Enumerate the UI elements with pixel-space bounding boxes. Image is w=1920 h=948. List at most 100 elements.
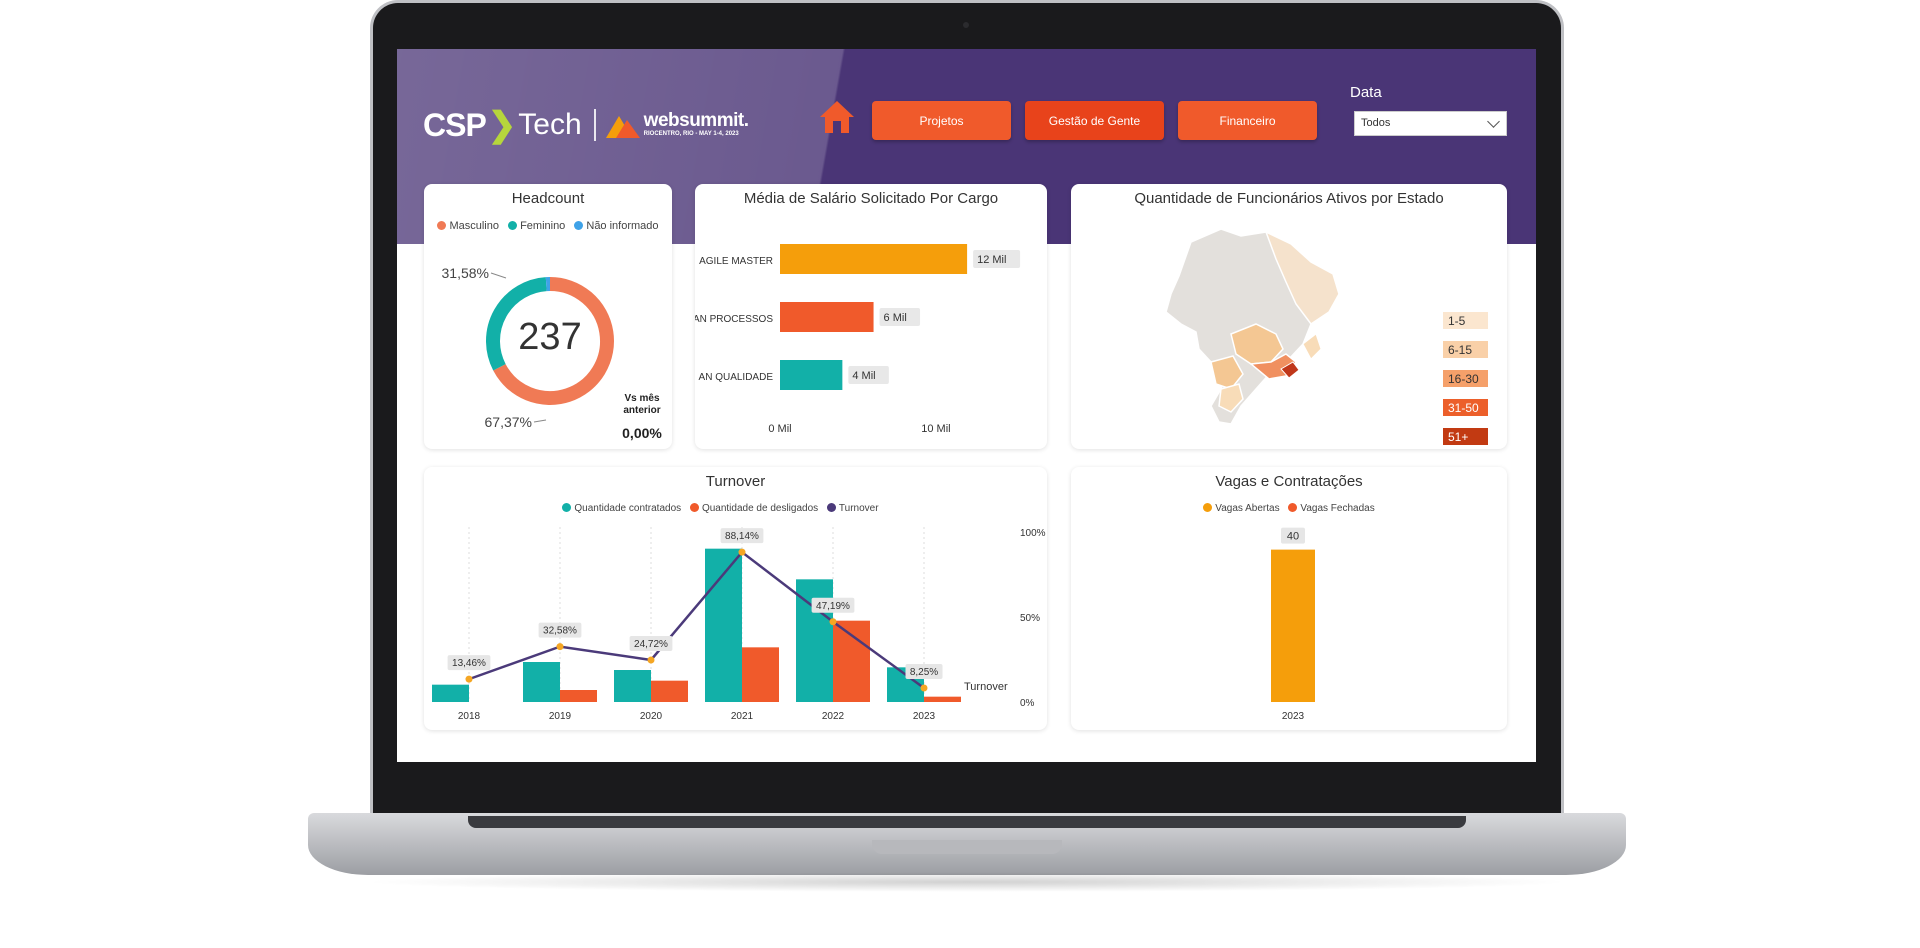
turnover-label-bg — [905, 663, 943, 679]
salario-bar[interactable] — [780, 360, 843, 390]
bar-vagas-abertas[interactable] — [1271, 549, 1315, 702]
turnover-point[interactable] — [829, 618, 837, 626]
bar-desligados[interactable] — [833, 620, 870, 702]
home-icon[interactable] — [820, 99, 854, 135]
vagas-card: Vagas e Contratações Vagas Abertas Vagas… — [1071, 467, 1507, 730]
bar-contratados[interactable] — [614, 670, 651, 702]
turnover-legend: Quantidade contratados Quantidade de des… — [424, 503, 1047, 514]
turnover-y2-tick: 100% — [1020, 528, 1046, 539]
logo-chevron-icon: ❯ — [487, 106, 517, 144]
map-legend-label: 16-30 — [1448, 372, 1479, 386]
salario-category-label: AN PROCESSOS — [695, 314, 773, 325]
turnover-x-tick: 2020 — [640, 711, 663, 722]
turnover-card: Turnover Quantidade contratados Quantida… — [424, 467, 1047, 730]
map-legend-swatch — [1443, 399, 1488, 416]
turnover-point[interactable] — [738, 548, 746, 556]
salario-x-tick: 10 Mil — [921, 423, 950, 435]
turnover-x-tick: 2021 — [731, 711, 754, 722]
salario-category-label: AN QUALIDADE — [699, 372, 774, 383]
turnover-x-tick: 2023 — [913, 711, 936, 722]
laptop-shadow — [360, 872, 1574, 892]
dashboard-screen: CSP ❯ Tech websummit. RIOCENTRO, RIO - M… — [397, 49, 1536, 762]
turnover-x-tick: 2022 — [822, 711, 845, 722]
headcount-legend: Masculino Feminino Não informado — [424, 220, 672, 232]
legend-dot — [562, 503, 572, 512]
map-legend-swatch — [1443, 428, 1488, 445]
filter-data-dropdown[interactable]: Todos — [1354, 111, 1507, 136]
laptop-notch — [872, 840, 1062, 854]
legend-item-vagas-abertas: Vagas Abertas — [1203, 503, 1280, 514]
turnover-label-bg — [447, 655, 491, 671]
legend-item-desligados: Quantidade de desligados — [689, 503, 818, 514]
salario-data-label: 12 Mil — [977, 254, 1006, 266]
bar-desligados[interactable] — [651, 680, 688, 702]
donut-slice-feminino[interactable] — [486, 277, 547, 371]
salario-title: Média de Salário Solicitado Por Cargo — [743, 190, 999, 207]
turnover-x-tick: 2018 — [458, 711, 481, 722]
mapa-card: Quantidade de Funcionários Ativos por Es… — [1071, 184, 1507, 449]
bar-contratados[interactable] — [705, 548, 742, 702]
salario-bar[interactable] — [780, 244, 968, 274]
vs-label-line2: anterior — [623, 405, 660, 416]
turnover-y2-tick: 50% — [1020, 613, 1040, 624]
bar-desligados[interactable] — [924, 696, 961, 702]
vagas-legend: Vagas Abertas Vagas Fechadas — [1071, 503, 1507, 514]
map-legend-label: 51+ — [1448, 430, 1468, 444]
map-legend-swatch — [1443, 312, 1488, 329]
turnover-point[interactable] — [647, 656, 655, 664]
bar-desligados[interactable] — [742, 647, 779, 702]
legend-dot — [574, 221, 584, 230]
turnover-data-label: 88,14% — [725, 531, 759, 542]
headcount-card: Headcount Masculino Feminino Não informa… — [424, 184, 672, 449]
vagas-title: Vagas e Contratações — [1215, 473, 1363, 490]
turnover-point[interactable] — [465, 675, 473, 683]
turnover-data-label: 24,72% — [634, 639, 668, 650]
legend-dot — [826, 503, 836, 512]
legend-dot — [508, 221, 518, 230]
turnover-axis-label: Turnover — [964, 681, 1008, 693]
logo-websummit: websummit. — [643, 110, 749, 131]
salario-data-label: 6 Mil — [884, 312, 907, 324]
turnover-line — [468, 550, 925, 689]
filter-data-label: Data — [1350, 84, 1382, 101]
salario-card: Média de Salário Solicitado Por Cargo AG… — [695, 184, 1047, 449]
vagas-bar-chart: 40 2023 — [1271, 527, 1315, 722]
legend-dot — [1203, 503, 1213, 512]
salario-category-label: AGILE MASTER — [699, 256, 773, 267]
turnover-data-label: 47,19% — [816, 601, 850, 612]
camera — [963, 22, 969, 28]
headcount-pct-top: 31,58% — [442, 265, 489, 281]
donut-slice-masculino[interactable] — [493, 277, 614, 405]
legend-item-turnover: Turnover — [826, 503, 879, 514]
logo-csp: CSP — [423, 106, 487, 143]
legend-dot — [437, 221, 447, 230]
turnover-point[interactable] — [556, 643, 564, 651]
nav-gestao-de-gente-button[interactable]: Gestão de Gente — [1025, 101, 1164, 140]
turnover-point[interactable] — [920, 684, 928, 692]
legend-dot — [689, 503, 699, 512]
headcount-total: 237 — [518, 316, 581, 358]
salario-x-tick: 0 Mil — [768, 423, 791, 435]
leader-line — [490, 272, 507, 279]
vagas-label-bg — [1281, 527, 1305, 544]
legend-dot — [1288, 503, 1298, 512]
turnover-label-bg — [629, 635, 673, 651]
turnover-x-tick: 2019 — [549, 711, 572, 722]
legend-item-vagas-fechadas: Vagas Fechadas — [1288, 503, 1375, 514]
nav-financeiro-button[interactable]: Financeiro — [1178, 101, 1317, 140]
headcount-donut-chart: 237 31,58% 67,37% Vs mês anterior 0,00% — [442, 265, 663, 441]
turnover-label-bg — [720, 528, 764, 544]
logo-divider — [593, 109, 596, 141]
keyboard-strip — [468, 816, 1466, 828]
nav-projetos-button[interactable]: Projetos — [872, 101, 1011, 140]
legend-item-masculino: Masculino — [437, 220, 499, 232]
bar-desligados[interactable] — [560, 690, 597, 702]
turnover-data-label: 13,46% — [452, 658, 486, 669]
bar-contratados[interactable] — [523, 662, 560, 702]
salario-bar[interactable] — [780, 302, 874, 332]
brazil-map: 1-5 6-15 16-30 31-50 51+ — [1165, 228, 1488, 445]
legend-item-feminino: Feminino — [508, 220, 565, 232]
bar-contratados[interactable] — [432, 684, 469, 702]
turnover-combo-chart: 2018 2019 2020 2021 2022 2023 13,46% 32,58% 24,7… — [432, 527, 1046, 722]
turnover-label-bg — [538, 622, 582, 638]
